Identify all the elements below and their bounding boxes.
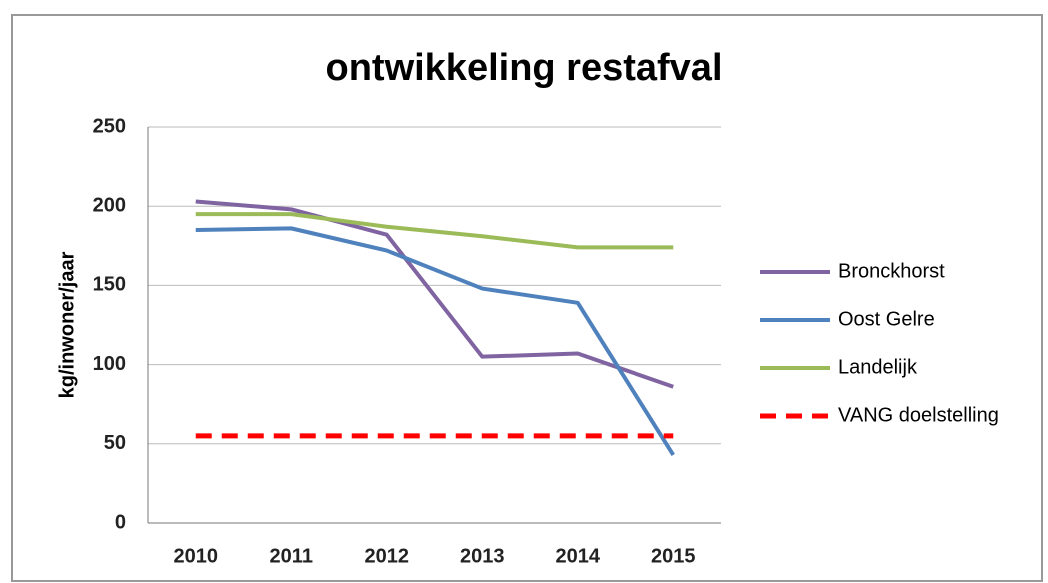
series-line	[195, 226, 675, 456]
legend-label: Bronckhorst	[838, 260, 945, 282]
x-tick-label: 2010	[174, 545, 219, 567]
y-tick-label: 50	[104, 432, 126, 454]
x-tick-label: 2012	[365, 545, 410, 567]
series-line	[195, 212, 674, 250]
y-tick-label: 100	[93, 353, 126, 375]
y-tick-label: 250	[93, 115, 126, 137]
y-tick-label: 200	[93, 194, 126, 216]
x-tick-label: 2014	[556, 545, 601, 567]
legend-label: Oost Gelre	[838, 308, 935, 330]
x-tick-label: 2011	[270, 545, 313, 567]
chart-title: ontwikkeling restafval	[325, 47, 722, 89]
chart-frame	[11, 14, 1043, 582]
y-tick-label: 150	[93, 274, 126, 296]
x-tick-label: 2013	[460, 545, 505, 567]
legend-label: VANG doelstelling	[838, 404, 999, 426]
x-tick-label: 2015	[651, 545, 696, 567]
y-tick-label: 0	[115, 511, 126, 533]
legend-label: Landelijk	[838, 356, 918, 378]
series-line	[195, 199, 674, 389]
y-axis-label: kg/inwoner/jaar	[56, 251, 78, 398]
